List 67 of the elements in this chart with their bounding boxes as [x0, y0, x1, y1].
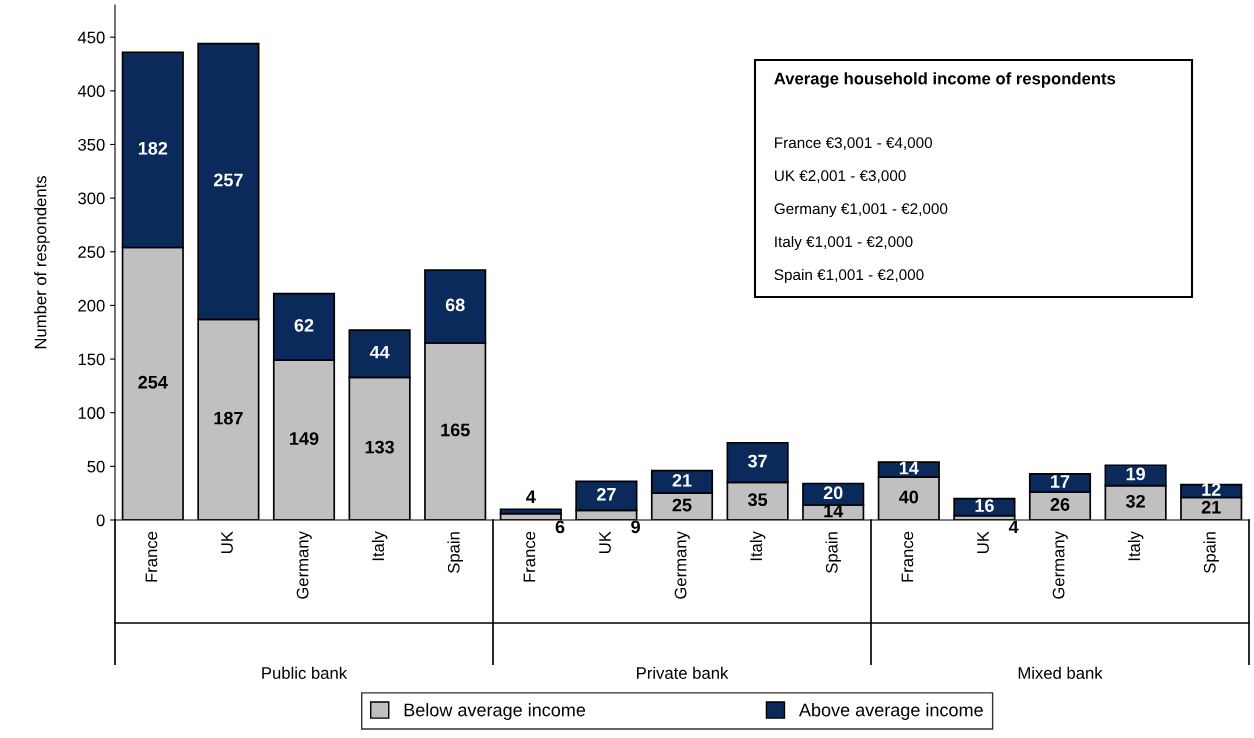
annotation: UK €2,001 - €3,000	[774, 170, 906, 183]
x-tick-label: Spain	[825, 532, 841, 573]
data-label: 254	[138, 375, 168, 389]
data-label: 14	[899, 461, 919, 475]
data-label: 9	[631, 520, 640, 534]
x-tick-label: France	[901, 531, 914, 582]
data-label: 21	[672, 473, 692, 487]
data-label: 21	[1201, 500, 1221, 514]
y-tick-label: 0	[96, 514, 105, 527]
x-tick-label: Italy	[371, 531, 388, 561]
x-tick-label: Italy	[1127, 531, 1144, 561]
data-label: 44	[369, 345, 390, 359]
data-label: 149	[290, 432, 319, 445]
y-tick-label: 400	[77, 85, 105, 98]
data-label: 14	[824, 504, 844, 518]
text: Mixed bank	[1018, 666, 1103, 679]
annotation: Spain €1,001 - €2,000	[774, 268, 924, 284]
y-tick-label: 50	[87, 460, 105, 473]
data-label: 182	[138, 141, 168, 155]
data-label: 32	[1125, 494, 1145, 508]
y-tick-label: 250	[78, 246, 105, 258]
data-label: 6	[555, 520, 565, 534]
data-label: 16	[975, 499, 994, 512]
y-tick-label: 200	[78, 299, 105, 312]
y-tick-label: 150	[78, 353, 105, 366]
data-label: 20	[823, 486, 843, 500]
data-label: 68	[445, 298, 465, 312]
data-label: 25	[672, 498, 692, 512]
data-label: 12	[1202, 483, 1221, 496]
x-tick-label: UK	[599, 531, 611, 553]
y-tick-label: 350	[78, 138, 105, 151]
data-label: 4	[526, 490, 536, 503]
annotation: France €3,001 - €4,000	[775, 137, 933, 150]
y-tick-label: 300	[78, 192, 105, 205]
data-label: 26	[1050, 498, 1070, 511]
x-tick-label: France	[145, 531, 158, 582]
y-tick-label: 100	[78, 407, 105, 419]
x-tick-label: Spain	[1203, 532, 1219, 573]
x-tick-label: Germany	[296, 531, 312, 599]
data-label: 17	[1051, 475, 1070, 488]
text: Public bank	[262, 666, 348, 679]
data-label: 35	[747, 493, 768, 507]
data-label: 257	[213, 173, 243, 187]
x-tick-label: Germany	[674, 531, 690, 599]
legend-label: Below average income	[404, 703, 586, 720]
annotation: Average household income of respondents	[774, 72, 1116, 88]
data-label: 27	[596, 487, 616, 501]
data-label: 40	[899, 490, 919, 504]
data-label: 187	[214, 411, 243, 425]
data-label: 165	[441, 423, 470, 437]
x-tick-label: UK	[977, 531, 989, 553]
text: Private bank	[637, 666, 729, 679]
y-axis-title: Number of respondents	[34, 176, 50, 349]
annotation: Italy €1,001 - €2,000	[775, 235, 913, 251]
y-tick-label: 450	[77, 31, 105, 44]
data-label: 62	[294, 318, 314, 332]
x-tick-label: Spain	[447, 532, 463, 573]
legend-label: Above average income	[798, 703, 983, 720]
x-tick-label: France	[523, 531, 536, 582]
data-label: 133	[365, 440, 395, 454]
data-label: 19	[1126, 467, 1145, 481]
data-label: 4	[1008, 520, 1019, 534]
x-tick-label: Germany	[1052, 531, 1068, 599]
data-label: 37	[747, 454, 767, 468]
annotation: Germany €1,001 - €2,000	[774, 203, 948, 218]
x-tick-label: UK	[221, 531, 233, 553]
x-tick-label: Italy	[749, 531, 766, 561]
